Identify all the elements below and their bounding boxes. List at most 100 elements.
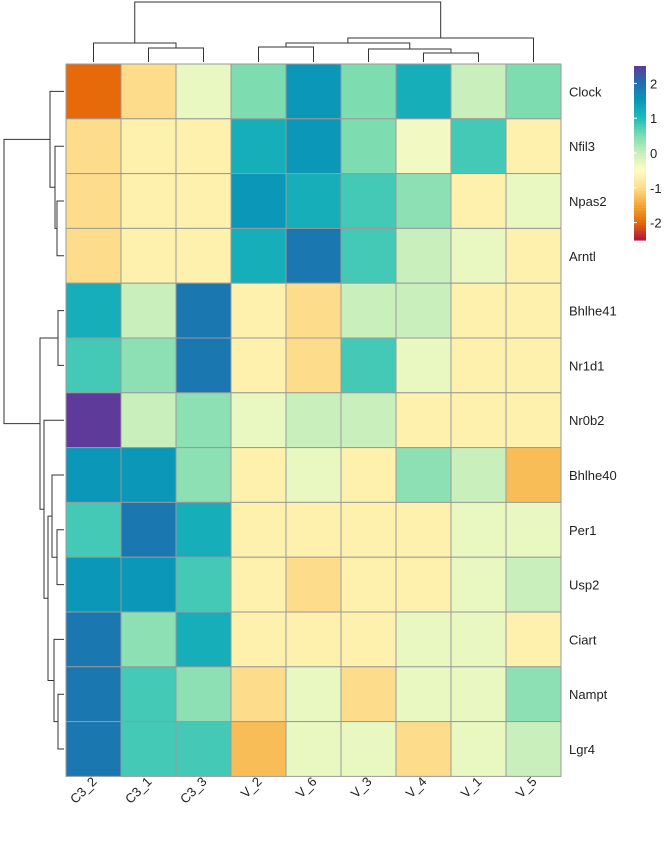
legend-color-step: [634, 135, 646, 140]
legend-tick-label: 1: [650, 111, 657, 126]
heatmap-cell-clock-v-5: [505, 63, 562, 120]
legend-color-step: [634, 213, 646, 218]
legend-tick-label: -1: [650, 181, 662, 196]
heatmap-cell-nr0b2-v-6: [285, 392, 342, 449]
legend-color-step: [634, 216, 646, 221]
heatmap-cell-npas2-v-5: [505, 173, 562, 229]
heatmap-cell-arntl-c3-2: [65, 227, 122, 284]
legend-color-step: [634, 89, 646, 93]
heatmap-cell-nampt-c3-2: [65, 666, 122, 723]
heatmap-cell-clock-v-6: [285, 63, 342, 120]
heatmap-cell-usp2-c3-1: [120, 556, 177, 613]
heatmap-cell-usp2-c3-2: [65, 556, 122, 613]
heatmap-cell-nfil3-v-5: [505, 118, 562, 175]
legend-color-step: [634, 222, 646, 227]
heatmap-cell-nr0b2-v-1: [450, 392, 507, 449]
legend-color-step: [634, 100, 646, 105]
row-label-nfil3: Nfil3: [569, 139, 595, 154]
legend-color-step: [634, 170, 646, 174]
legend-color-step: [634, 97, 646, 102]
column-label-c3-2: C3_2: [67, 774, 100, 807]
column-dendrogram-branch-4: [368, 48, 452, 62]
legend-color-step: [634, 153, 646, 157]
heatmap-cell-arntl-c3-1: [120, 227, 177, 284]
legend-tick-label: 0: [650, 146, 657, 161]
legend-color-step: [634, 115, 646, 119]
heatmap-cell-nr0b2-v-4: [395, 392, 452, 449]
legend-color-step: [634, 80, 646, 84]
heatmap-cell-bhlhe41-v-2: [230, 282, 287, 339]
heatmap-cell-bhlhe40-c3-1: [120, 447, 177, 503]
row-dendrogram-branch-7: [57, 693, 64, 750]
row-label-clock: Clock: [569, 84, 602, 99]
legend-color-step: [634, 86, 646, 90]
legend-ticks: 2 1 0 -1 -2: [634, 76, 662, 231]
row-dendrogram-branch-12: [3, 138, 50, 425]
heatmap-cell-ciart-v-6: [285, 611, 342, 668]
heatmap-cell-nr1d1-c3-3: [175, 337, 232, 394]
legend-color-step: [634, 184, 646, 189]
legend-color-step: [634, 193, 646, 198]
heatmap-cell-bhlhe40-v-6: [285, 447, 342, 503]
legend-color-step: [634, 196, 646, 200]
row-dendrogram-branch-3: [49, 90, 64, 188]
legend-color-step: [634, 129, 646, 134]
column-dendrogram-branch-3: [423, 52, 479, 62]
column-label-c3-1: C3_1: [122, 774, 155, 807]
legend-color-step: [634, 237, 646, 241]
heatmap-cell-clock-v-3: [340, 63, 397, 120]
column-label-v-5: V_5: [513, 774, 540, 801]
legend-color-step: [634, 176, 646, 180]
legend-color-step: [634, 234, 646, 238]
legend-color-step: [634, 199, 646, 203]
heatmap-cell-nr0b2-v-5: [505, 392, 562, 449]
heatmap-cell-clock-v-2: [230, 63, 287, 120]
column-dendrogram: [93, 1, 534, 62]
heatmap-cell-arntl-v-2: [230, 227, 287, 284]
heatmap-cell-per1-v-5: [505, 501, 562, 558]
heatmap-cell-nr0b2-c3-2: [65, 392, 122, 449]
legend-color-step: [634, 173, 646, 177]
heatmap-cell-nampt-v-1: [450, 666, 507, 723]
heatmap-cell-per1-v-3: [340, 501, 397, 558]
heatmap-cell-nfil3-v-4: [395, 118, 452, 175]
color-legend: 2 1 0 -1 -2: [634, 66, 662, 241]
heatmap-cell-usp2-v-5: [505, 556, 562, 613]
heatmap-cell-nr1d1-v-5: [505, 337, 562, 394]
heatmap-cell-nr1d1-v-2: [230, 337, 287, 394]
legend-color-step: [634, 158, 646, 163]
legend-color-step: [634, 164, 646, 169]
heatmap-cell-nfil3-c3-2: [65, 118, 122, 175]
heatmap-cell-nr1d1-v-3: [340, 337, 397, 394]
legend-color-step: [634, 228, 646, 232]
heatmap-cell-lgr4-v-1: [450, 721, 507, 777]
heatmap-cell-nampt-v-5: [505, 666, 562, 723]
row-label-ciart: Ciart: [569, 632, 597, 647]
heatmap-cell-npas2-v-2: [230, 173, 287, 229]
heatmap-cell-npas2-c3-1: [120, 173, 177, 229]
heatmap-cell-usp2-v-6: [285, 556, 342, 613]
heatmap-cell-lgr4-c3-1: [120, 721, 177, 777]
legend-color-step: [634, 71, 646, 76]
heatmap-cell-ciart-v-1: [450, 611, 507, 668]
heatmap-cell-bhlhe41-v-4: [395, 282, 452, 339]
heatmap-cell-arntl-v-1: [450, 227, 507, 284]
heatmap-cell-ciart-c3-2: [65, 611, 122, 668]
legend-color-step: [634, 83, 646, 87]
legend-color-step: [634, 225, 646, 229]
heatmap-cell-nampt-v-3: [340, 666, 397, 723]
row-dendrogram-branch-10: [43, 419, 64, 599]
heatmap-cell-lgr4-v-5: [505, 721, 562, 777]
column-label-v-3: V_3: [348, 774, 375, 801]
legend-tick-label: -2: [650, 216, 662, 231]
heatmap-cell-bhlhe41-c3-2: [65, 282, 122, 339]
heatmap-cell-nampt-v-2: [230, 666, 287, 723]
column-dendrogram-branch-8: [134, 1, 442, 43]
legend-color-step: [634, 182, 646, 186]
row-label-nr1d1: Nr1d1: [569, 358, 604, 373]
legend-color-step: [634, 150, 646, 154]
row-labels: Clock Nfil3 Npas2 Arntl Bhlhe41 Nr1d1 Nr0b2 Bhl…: [569, 84, 617, 757]
heatmap-cell-nfil3-c3-1: [120, 118, 177, 175]
heatmap-cell-per1-c3-2: [65, 501, 122, 558]
